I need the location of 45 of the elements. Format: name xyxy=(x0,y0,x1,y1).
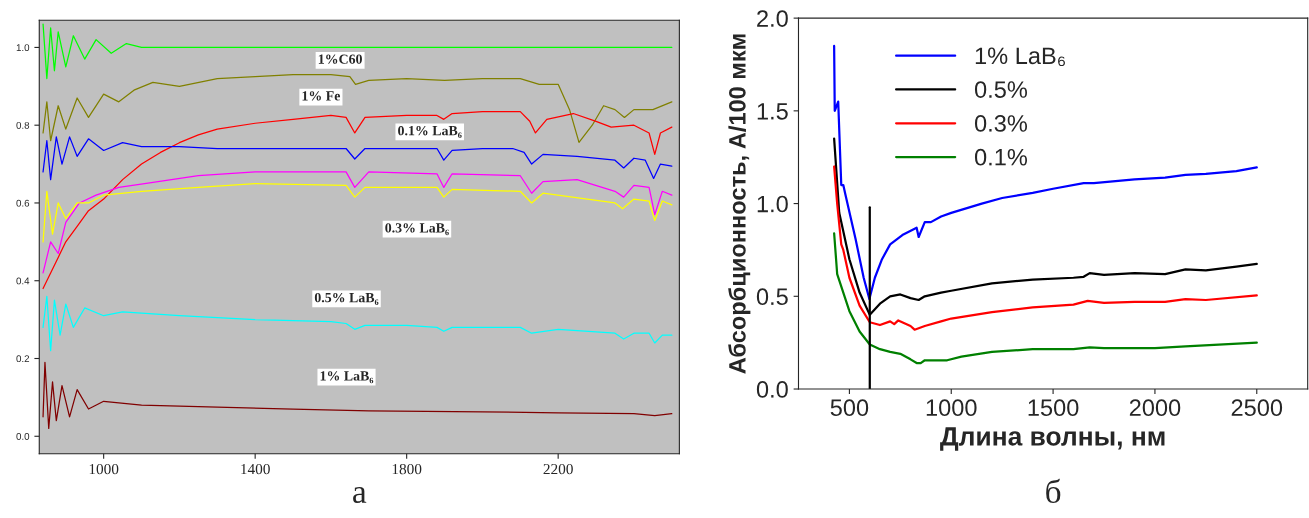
legend-label: 1% LaB₆ xyxy=(975,47,1065,67)
x-tick-label: 1000 xyxy=(926,399,977,417)
x-tick-label: 1400 xyxy=(241,463,270,475)
legend-label: 0.3% xyxy=(974,115,1028,132)
x-tick-label: 1500 xyxy=(1028,399,1079,417)
y-tick-label: 0.0 xyxy=(756,381,788,398)
line-series xyxy=(42,295,673,352)
x-axis-title: Длина волны, нм xyxy=(940,427,1165,451)
y-tick-label: 0.4 xyxy=(16,277,30,285)
text: а xyxy=(353,487,367,504)
line-series xyxy=(42,171,673,274)
x-tick-label: 500 xyxy=(830,399,869,417)
y-tick-label: 1.5 xyxy=(757,103,788,120)
line-series xyxy=(42,182,673,243)
y-tick-label: 0.2 xyxy=(16,355,30,363)
x-tick-label: 2500 xyxy=(1231,399,1283,417)
line-series xyxy=(42,23,673,80)
series-label: 0.3% LaB₆ xyxy=(385,223,449,236)
line-series xyxy=(833,44,1258,301)
series-label: 1% LaB₆ xyxy=(320,371,374,384)
x-tick-label: 2200 xyxy=(543,463,573,475)
line-series xyxy=(42,361,673,430)
legend-label: 0.5% xyxy=(974,81,1028,98)
y-tick-label: 0.6 xyxy=(16,199,30,207)
series-label: 0.1% LaB₆ xyxy=(398,125,462,139)
line-series xyxy=(833,232,1258,365)
line-series xyxy=(42,110,673,290)
legend-label: 0.1% xyxy=(974,148,1028,166)
line-series xyxy=(833,165,1258,331)
y-tick-label: 1.0 xyxy=(16,44,30,52)
y-tick-label: 0.5 xyxy=(756,288,788,306)
text: б xyxy=(1046,478,1061,504)
series-label: 1% Fe xyxy=(302,91,341,101)
y-tick-label: 1.0 xyxy=(757,195,788,213)
x-tick-label: 1000 xyxy=(89,463,119,475)
series-label: 1%C60 xyxy=(318,54,362,64)
line-series xyxy=(42,136,673,181)
line-series xyxy=(42,74,673,143)
y-tick-label: 0.8 xyxy=(16,121,30,129)
series-label: 0.5% LaB₆ xyxy=(314,292,379,306)
x-tick-label: 2000 xyxy=(1129,399,1181,417)
x-tick-label: 1800 xyxy=(392,463,422,475)
y-axis-title: Абсорбционность, A/100 мкм xyxy=(728,34,751,374)
y-tick-label: 0.0 xyxy=(16,433,30,440)
y-tick-label: 2.0 xyxy=(757,10,788,27)
